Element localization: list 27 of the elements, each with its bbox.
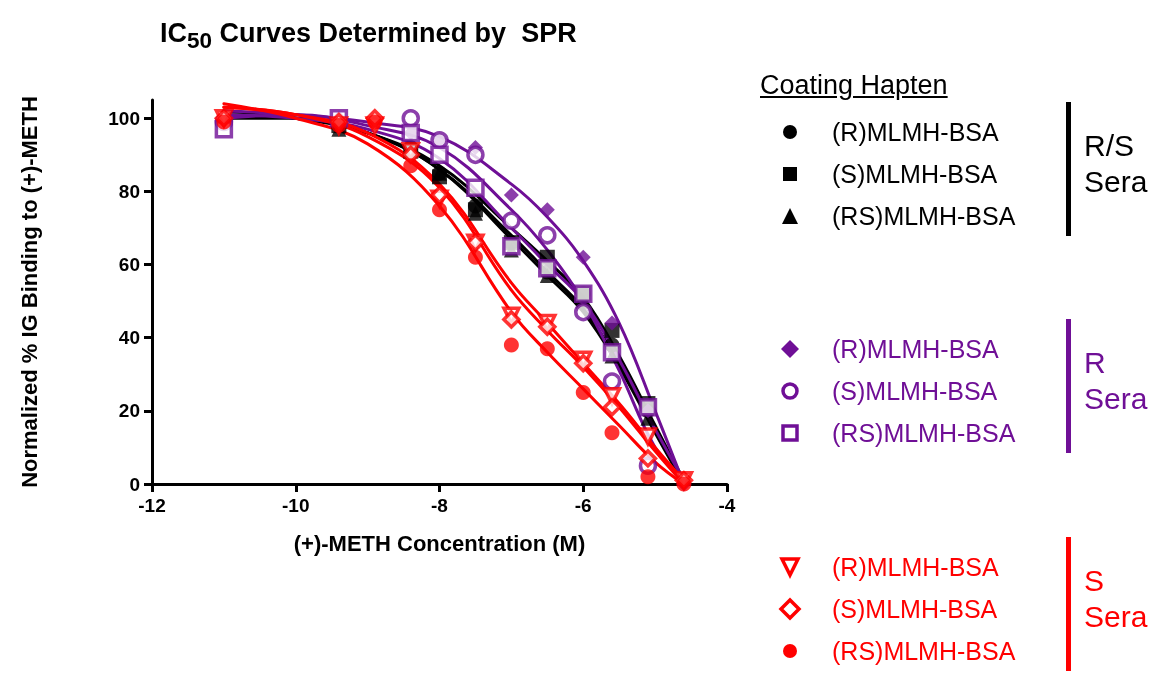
x-tick-label: -6 bbox=[574, 495, 592, 516]
y-tick-label: 60 bbox=[118, 254, 140, 276]
text: S Sera bbox=[1084, 563, 1149, 635]
legend-label: (R)MLMH-BSA bbox=[832, 552, 999, 582]
legend-label: (R)MLMH-BSA bbox=[832, 334, 999, 364]
x-tick-label: -4 bbox=[718, 495, 736, 516]
y-tick-label: 40 bbox=[118, 327, 140, 349]
x-tick-label: -8 bbox=[431, 495, 448, 516]
x-tick-label: -12 bbox=[138, 495, 166, 516]
y-tick-label: 80 bbox=[118, 180, 140, 202]
y-tick-label: 20 bbox=[118, 400, 140, 422]
legend-label: (RS)MLMH-BSA bbox=[832, 418, 1016, 448]
legend-label: (RS)MLMH-BSA bbox=[832, 201, 1016, 231]
y-tick-label: 100 bbox=[108, 107, 140, 129]
x-axis-title: (+)-METH Concentration (M) bbox=[293, 530, 586, 556]
text: R/S Sera bbox=[1084, 128, 1149, 200]
legend-label: (R)MLMH-BSA bbox=[832, 117, 999, 147]
y-axis-title: Normalized % IG Binding to (+)-METH bbox=[16, 96, 42, 488]
legend-label: (S)MLMH-BSA bbox=[832, 376, 998, 406]
x-tick-label: -10 bbox=[282, 495, 310, 516]
legend-title: Coating Hapten bbox=[760, 70, 948, 101]
legend-label: (RS)MLMH-BSA bbox=[832, 636, 1016, 666]
y-tick-label: 0 bbox=[129, 473, 140, 495]
legend-label: (S)MLMH-BSA bbox=[832, 159, 998, 189]
chart-title: IC$_{50}$ Curves Determined by SPR bbox=[160, 18, 577, 55]
text: R Sera bbox=[1084, 345, 1149, 417]
legend-label: (S)MLMH-BSA bbox=[832, 594, 998, 624]
